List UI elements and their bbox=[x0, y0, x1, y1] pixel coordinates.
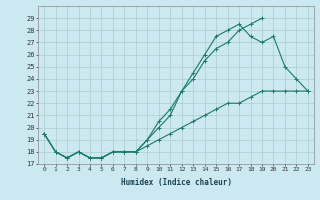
X-axis label: Humidex (Indice chaleur): Humidex (Indice chaleur) bbox=[121, 178, 231, 187]
